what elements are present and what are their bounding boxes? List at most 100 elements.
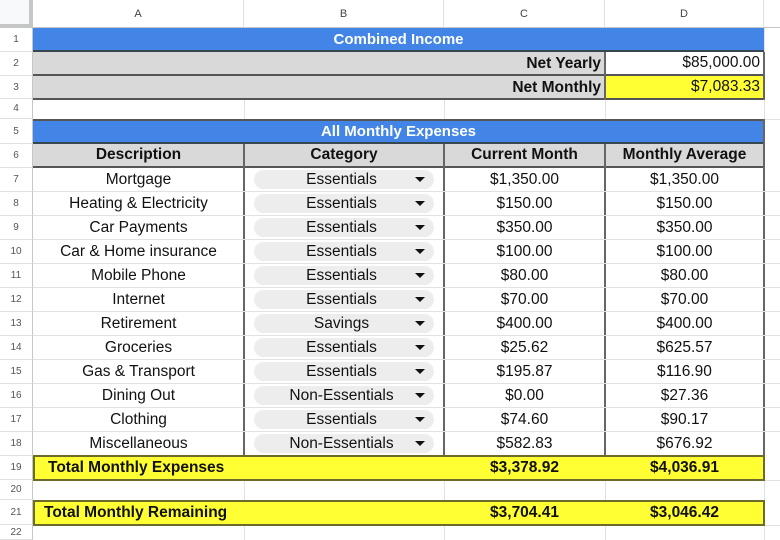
expense-description[interactable]: Groceries — [104, 339, 173, 356]
dropdown-arrow-icon[interactable] — [415, 273, 425, 278]
row-header[interactable]: 5 — [0, 119, 33, 144]
expense-description[interactable]: Clothing — [110, 411, 167, 428]
column-header-e-partial[interactable] — [764, 0, 780, 28]
current-month-value[interactable]: $100.00 — [496, 243, 553, 260]
row-header[interactable]: 4 — [0, 99, 33, 119]
monthly-average-value[interactable]: $625.57 — [656, 339, 713, 356]
category-dropdown[interactable]: Non-Essentials — [254, 386, 434, 405]
expense-description[interactable]: Retirement — [100, 315, 177, 332]
column-header-a[interactable]: A — [33, 0, 244, 28]
current-month-value[interactable]: $74.60 — [500, 411, 549, 428]
header-description[interactable]: Description — [95, 146, 182, 163]
dropdown-arrow-icon[interactable] — [415, 393, 425, 398]
current-month-value[interactable]: $1,350.00 — [490, 171, 559, 188]
monthly-average-value[interactable]: $70.00 — [660, 291, 709, 308]
row-header[interactable]: 10 — [0, 240, 33, 264]
current-month-value[interactable]: $80.00 — [500, 267, 549, 284]
monthly-average-value[interactable]: $27.36 — [660, 387, 709, 404]
current-month-value[interactable]: $582.83 — [496, 435, 553, 452]
monthly-average-value[interactable]: $80.00 — [660, 267, 709, 284]
expense-description[interactable]: Dining Out — [101, 387, 176, 404]
dropdown-arrow-icon[interactable] — [415, 249, 425, 254]
category-dropdown[interactable]: Essentials — [254, 338, 434, 357]
column-header-c[interactable]: C — [444, 0, 605, 28]
row-header[interactable]: 7 — [0, 168, 33, 192]
row-header[interactable]: 16 — [0, 384, 33, 408]
row-header[interactable]: 17 — [0, 408, 33, 432]
row-header[interactable]: 15 — [0, 360, 33, 384]
category-dropdown[interactable]: Essentials — [254, 290, 434, 309]
expenses-title-banner[interactable]: All Monthly Expenses — [33, 119, 764, 144]
column-header-d[interactable]: D — [605, 0, 764, 28]
header-monthly-average[interactable]: Monthly Average — [622, 146, 747, 163]
dropdown-arrow-icon[interactable] — [415, 201, 425, 206]
monthly-average-value[interactable]: $90.17 — [660, 411, 709, 428]
category-dropdown[interactable]: Essentials — [254, 194, 434, 213]
monthly-average-value[interactable]: $350.00 — [656, 219, 713, 236]
dropdown-arrow-icon[interactable] — [415, 345, 425, 350]
expense-description[interactable]: Heating & Electricity — [69, 195, 208, 212]
expense-description[interactable]: Internet — [112, 291, 165, 308]
row-header[interactable]: 1 — [0, 28, 33, 52]
row-header[interactable]: 19 — [0, 456, 33, 480]
current-month-value[interactable]: $195.87 — [496, 363, 553, 380]
expense-description[interactable]: Car & Home insurance — [60, 243, 217, 260]
row-header[interactable]: 8 — [0, 192, 33, 216]
category-dropdown[interactable]: Non-Essentials — [254, 434, 434, 453]
current-month-value[interactable]: $25.62 — [500, 339, 549, 356]
dropdown-arrow-icon[interactable] — [415, 441, 425, 446]
total-remaining-average[interactable]: $3,046.42 — [650, 504, 719, 521]
dropdown-arrow-icon[interactable] — [415, 417, 425, 422]
dropdown-arrow-icon[interactable] — [415, 177, 425, 182]
category-dropdown[interactable]: Essentials — [254, 218, 434, 237]
total-remaining-current[interactable]: $3,704.41 — [490, 504, 559, 521]
row-header[interactable]: 3 — [0, 76, 33, 99]
total-expenses-label[interactable]: Total Monthly Expenses — [48, 459, 225, 476]
expense-description[interactable]: Miscellaneous — [89, 435, 188, 452]
monthly-average-value[interactable]: $100.00 — [656, 243, 713, 260]
monthly-average-value[interactable]: $676.92 — [656, 435, 713, 452]
category-dropdown[interactable]: Savings — [254, 314, 434, 333]
row-header[interactable]: 9 — [0, 216, 33, 240]
current-month-value[interactable]: $350.00 — [496, 219, 553, 236]
dropdown-arrow-icon[interactable] — [415, 225, 425, 230]
monthly-average-value[interactable]: $1,350.00 — [650, 171, 719, 188]
row-header[interactable]: 13 — [0, 312, 33, 336]
monthly-average-value[interactable]: $400.00 — [656, 315, 713, 332]
current-month-value[interactable]: $400.00 — [496, 315, 553, 332]
select-all-corner[interactable] — [0, 0, 33, 28]
category-dropdown[interactable]: Essentials — [254, 170, 434, 189]
monthly-average-value[interactable]: $150.00 — [656, 195, 713, 212]
net-yearly-value[interactable]: $85,000.00 — [605, 52, 764, 76]
dropdown-arrow-icon[interactable] — [415, 321, 425, 326]
monthly-average-value[interactable]: $116.90 — [657, 363, 712, 380]
expense-description[interactable]: Mortgage — [105, 171, 172, 188]
row-header[interactable]: 20 — [0, 480, 33, 500]
total-expenses-average[interactable]: $4,036.91 — [650, 459, 719, 476]
column-header-b[interactable]: B — [244, 0, 444, 28]
category-dropdown[interactable]: Essentials — [254, 362, 434, 381]
current-month-value[interactable]: $150.00 — [496, 195, 553, 212]
header-category[interactable]: Category — [310, 146, 378, 163]
current-month-value[interactable]: $0.00 — [505, 387, 544, 404]
dropdown-arrow-icon[interactable] — [415, 369, 425, 374]
header-current-month[interactable]: Current Month — [471, 146, 578, 163]
row-header[interactable]: 18 — [0, 432, 33, 456]
expense-description[interactable]: Car Payments — [89, 219, 188, 236]
income-title-banner[interactable]: Combined Income — [33, 28, 764, 52]
net-yearly-label[interactable]: Net Yearly — [526, 54, 601, 72]
current-month-value[interactable]: $70.00 — [500, 291, 549, 308]
row-header[interactable]: 12 — [0, 288, 33, 312]
row-header[interactable]: 14 — [0, 336, 33, 360]
category-dropdown[interactable]: Essentials — [254, 266, 434, 285]
row-header[interactable]: 22 — [0, 525, 33, 540]
expense-description[interactable]: Mobile Phone — [91, 267, 186, 284]
total-remaining-label[interactable]: Total Monthly Remaining — [44, 504, 228, 521]
row-header[interactable]: 2 — [0, 52, 33, 76]
net-monthly-label[interactable]: Net Monthly — [512, 78, 601, 96]
expense-description[interactable]: Gas & Transport — [82, 363, 195, 380]
total-expenses-current[interactable]: $3,378.92 — [490, 459, 559, 476]
dropdown-arrow-icon[interactable] — [415, 297, 425, 302]
net-monthly-value[interactable]: $7,083.33 — [605, 76, 764, 100]
row-header[interactable]: 11 — [0, 264, 33, 288]
